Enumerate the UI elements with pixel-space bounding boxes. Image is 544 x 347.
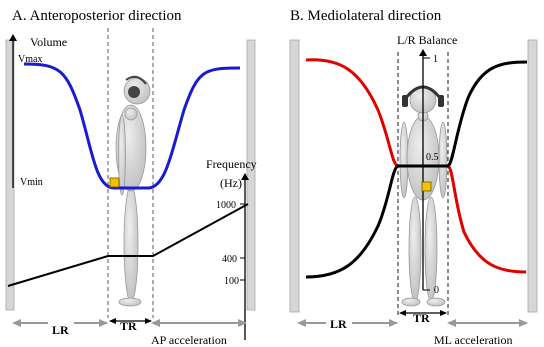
frequency-unit-label: (Hz): [220, 176, 242, 190]
balance-tick-0: 0: [434, 285, 439, 296]
tr-zone-label: TR: [120, 319, 137, 333]
frequency-tick-1000: 1000: [216, 200, 236, 211]
frequency-axis-label: Frequency: [206, 157, 257, 171]
frequency-curve: [7, 203, 249, 287]
human-figure-front-view: [399, 85, 448, 307]
panel-b: B. Mediolateral direction L/R Balance 1 …: [289, 8, 538, 347]
lr-zone-label: LR: [52, 323, 69, 337]
human-figure-side-view: [115, 75, 151, 307]
volume-axis-label: Volume: [30, 35, 67, 49]
balance-axis-label: L/R Balance: [397, 33, 457, 47]
vmin-label: Vmin: [20, 177, 43, 188]
balance-tick-1: 1: [433, 54, 438, 65]
panel-a: A. Anteroposterior direction Volume Vmax…: [5, 8, 257, 347]
right-wall: [246, 39, 256, 311]
ap-acceleration-label: AP acceleration: [151, 333, 227, 347]
headphone-icon: [128, 86, 140, 98]
ml-acceleration-label: ML acceleration: [434, 333, 513, 347]
left-wall: [289, 39, 300, 313]
right-channel-curve: [305, 60, 528, 279]
vmax-label: Vmax: [18, 54, 42, 65]
panel-b-title: B. Mediolateral direction: [290, 8, 442, 24]
frequency-tick-100: 100: [224, 276, 239, 287]
panel-a-title: A. Anteroposterior direction: [12, 8, 182, 24]
frequency-tick-400: 400: [222, 254, 237, 265]
lr-zone-label: LR: [330, 317, 347, 331]
right-wall: [527, 39, 538, 313]
current-position-marker: [109, 177, 120, 188]
balance-tick-05: 0.5: [426, 152, 439, 163]
current-position-marker: [421, 181, 432, 192]
volume-curve: [23, 62, 241, 190]
tr-zone-label: TR: [413, 311, 430, 325]
